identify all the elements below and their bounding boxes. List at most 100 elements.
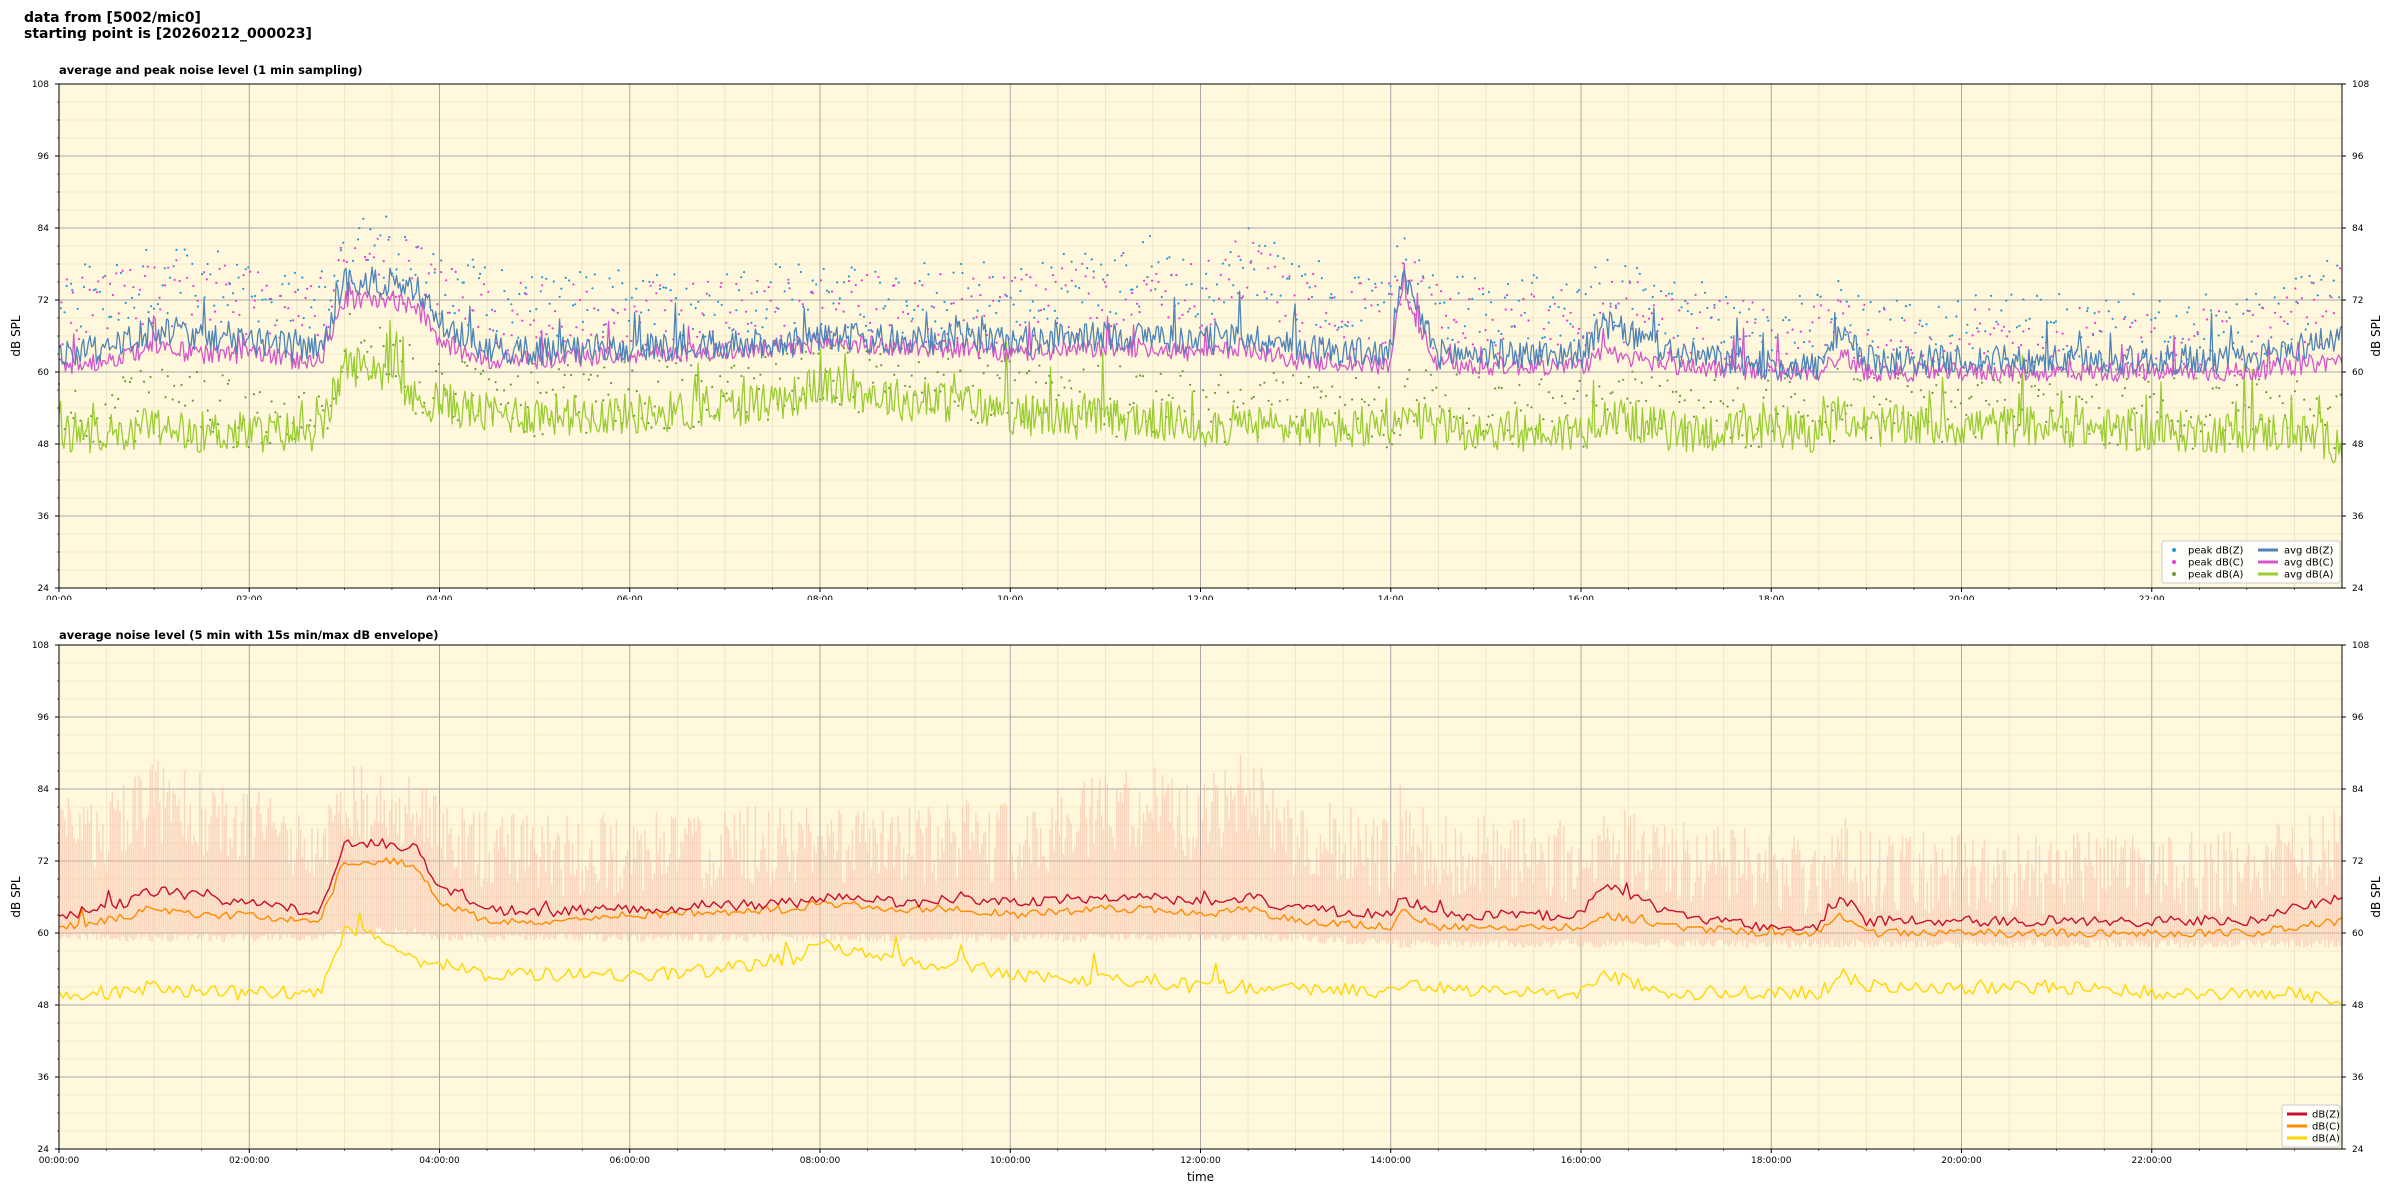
peak-dot-z xyxy=(870,329,873,332)
peak-dot-z xyxy=(503,289,506,293)
peak-dot-a xyxy=(461,360,464,363)
peak-dot-a xyxy=(1219,373,1222,377)
peak-dot-a xyxy=(610,381,613,385)
peak-dot-z xyxy=(1389,285,1392,288)
peak-dot-a xyxy=(1715,419,1718,422)
peak-dot-z xyxy=(608,277,611,280)
peak-dot-c xyxy=(649,284,652,287)
peak-dot-z xyxy=(76,307,79,310)
peak-dot-c xyxy=(1636,281,1639,284)
peak-dot-z xyxy=(1670,292,1674,295)
peak-dot-a xyxy=(1790,396,1793,399)
peak-dot-a xyxy=(1477,376,1480,379)
peak-dot-z xyxy=(1844,333,1847,336)
c2-xtick-label: 00:00:00 xyxy=(39,1156,80,1166)
peak-dot-a xyxy=(1259,384,1262,387)
peak-dot-a xyxy=(631,369,634,372)
peak-dot-z xyxy=(1416,282,1420,285)
peak-dot-z xyxy=(1614,304,1617,307)
peak-dot-c xyxy=(88,288,91,291)
peak-dot-z xyxy=(250,295,253,298)
peak-dot-z xyxy=(1784,316,1787,319)
peak-dot-z xyxy=(1428,286,1431,289)
peak-dot-a xyxy=(2293,390,2297,393)
peak-dot-a xyxy=(2269,396,2272,400)
peak-dot-c xyxy=(1889,339,1892,342)
peak-dot-c xyxy=(1562,314,1565,317)
peak-dot-a xyxy=(2211,387,2214,390)
peak-dot-a xyxy=(2056,393,2059,396)
peak-dot-z xyxy=(1565,283,1568,286)
peak-dot-a xyxy=(79,419,82,422)
peak-dot-z xyxy=(1050,266,1053,269)
peak-dot-a xyxy=(382,345,385,348)
peak-dot-a xyxy=(1689,389,1693,392)
peak-dot-c xyxy=(2066,344,2069,347)
peak-dot-z xyxy=(1901,316,1904,320)
peak-dot-c xyxy=(480,293,483,296)
peak-dot-c xyxy=(1269,253,1272,256)
peak-dot-a xyxy=(2190,416,2193,419)
peak-dot-z xyxy=(560,287,563,290)
peak-dot-z xyxy=(1182,258,1185,261)
peak-dot-c xyxy=(159,308,162,311)
c1-ytick-label: 36 xyxy=(38,512,50,522)
peak-dot-c xyxy=(153,266,156,269)
peak-dot-c xyxy=(1155,272,1158,275)
peak-dot-c xyxy=(2087,346,2090,349)
peak-dot-a xyxy=(2051,409,2054,412)
peak-dot-c xyxy=(2042,346,2045,350)
peak-dot-z xyxy=(362,217,365,220)
peak-dot-c xyxy=(1571,325,1574,328)
peak-dot-a xyxy=(2326,407,2330,410)
peak-dot-c xyxy=(487,290,490,293)
peak-dot-a xyxy=(90,415,93,418)
peak-dot-c xyxy=(746,322,750,325)
peak-dot-z xyxy=(1037,309,1040,312)
peak-dot-a xyxy=(643,402,647,405)
peak-dot-z xyxy=(1062,252,1065,256)
peak-dot-c xyxy=(1367,337,1371,340)
peak-dot-z xyxy=(1984,330,1987,333)
peak-dot-c xyxy=(1401,262,1404,265)
peak-dot-c xyxy=(1064,284,1067,287)
peak-dot-z xyxy=(379,234,382,237)
peak-dot-a xyxy=(1640,381,1643,384)
peak-dot-z xyxy=(358,227,361,230)
peak-dot-a xyxy=(2247,406,2251,409)
peak-dot-z xyxy=(287,282,290,285)
peak-dot-z xyxy=(921,308,924,311)
peak-dot-c xyxy=(81,276,84,279)
peak-dot-c xyxy=(2238,373,2242,376)
peak-dot-z xyxy=(395,268,398,271)
peak-dot-a xyxy=(1658,384,1661,387)
peak-dot-z xyxy=(242,287,245,290)
peak-dot-z xyxy=(564,276,567,279)
peak-dot-c xyxy=(942,339,946,342)
peak-dot-a xyxy=(1941,440,1944,443)
peak-dot-c xyxy=(560,325,564,328)
peak-dot-z xyxy=(945,308,949,312)
peak-dot-c xyxy=(1958,338,1961,341)
peak-dot-c xyxy=(319,276,322,279)
peak-dot-a xyxy=(1455,373,1458,376)
peak-dot-z xyxy=(778,265,782,269)
peak-dot-z xyxy=(2107,310,2110,313)
peak-dot-z xyxy=(1190,282,1193,286)
peak-dot-c xyxy=(1081,262,1084,265)
peak-dot-c xyxy=(436,303,439,306)
peak-dot-a xyxy=(1859,379,1862,382)
peak-dot-z xyxy=(874,270,877,273)
peak-dot-a xyxy=(1852,378,1855,381)
peak-dot-z xyxy=(196,305,199,308)
peak-dot-a xyxy=(1850,404,1853,407)
peak-dot-a xyxy=(1757,445,1760,448)
peak-dot-z xyxy=(1989,294,1993,297)
peak-dot-c xyxy=(1131,291,1134,295)
peak-dot-a xyxy=(936,371,939,374)
peak-dot-a xyxy=(697,420,700,423)
peak-dot-z xyxy=(104,274,107,277)
peak-dot-c xyxy=(1569,311,1572,314)
peak-dot-a xyxy=(1767,379,1770,382)
peak-dot-z xyxy=(820,322,823,326)
